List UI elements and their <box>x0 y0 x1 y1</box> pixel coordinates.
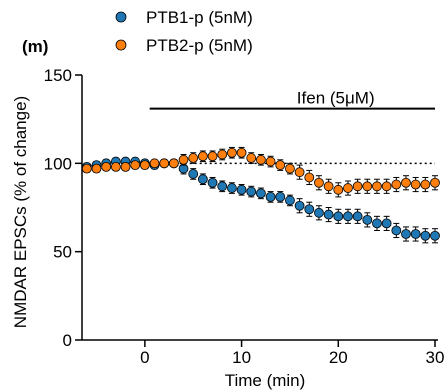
data-point <box>323 209 334 220</box>
data-point <box>285 163 295 174</box>
data-point <box>227 183 237 193</box>
legend-label-ptb1: PTB1-p (5nM) <box>146 8 253 27</box>
data-point <box>420 179 431 190</box>
legend-label-ptb2: PTB2-p (5nM) <box>146 36 253 55</box>
data-point <box>333 211 344 222</box>
y-tick-label-50: 50 <box>53 243 72 262</box>
data-point <box>101 161 112 172</box>
x-tick-label-20: 20 <box>329 348 348 367</box>
data-point <box>275 191 286 202</box>
data-point <box>430 177 440 188</box>
panel-label: (m) <box>22 37 48 56</box>
data-point <box>294 167 305 178</box>
data-point <box>275 160 286 171</box>
data-point <box>410 179 421 190</box>
data-point <box>265 156 276 167</box>
data-point <box>391 225 402 236</box>
data-point <box>352 181 363 192</box>
data-point <box>81 163 92 174</box>
y-tick-label-0: 0 <box>63 331 72 350</box>
y-tick-label-100: 100 <box>44 154 72 173</box>
ticks: 0 50 100 150 0 10 20 30 <box>44 66 445 367</box>
data-point <box>168 158 179 169</box>
data-point <box>362 181 373 192</box>
data-point <box>159 158 170 169</box>
series-layer <box>81 146 440 244</box>
data-point <box>323 181 334 192</box>
data-point <box>188 153 199 163</box>
x-tick-label-0: 0 <box>140 348 149 367</box>
legend-marker-ptb2 <box>115 39 127 51</box>
data-point <box>197 151 208 162</box>
data-point <box>265 191 276 202</box>
data-point <box>110 161 121 172</box>
data-point <box>352 211 363 222</box>
data-point <box>139 160 150 171</box>
data-point <box>120 161 131 172</box>
x-tick-label-10: 10 <box>232 348 251 367</box>
data-point <box>333 184 344 195</box>
data-point <box>178 154 189 165</box>
x-axis-label: Time (min) <box>225 371 306 390</box>
data-point <box>236 184 247 195</box>
legend-marker-ptb1 <box>115 11 127 23</box>
data-point <box>294 200 305 211</box>
x-tick-label-30: 30 <box>426 348 445 367</box>
data-point <box>343 211 353 222</box>
data-point <box>130 160 141 171</box>
data-point <box>362 214 373 225</box>
data-point <box>91 163 102 174</box>
data-point <box>285 195 295 206</box>
data-point <box>372 218 382 229</box>
data-point <box>246 186 257 197</box>
y-tick-label-150: 150 <box>44 66 72 85</box>
data-point <box>401 177 411 188</box>
data-point <box>381 218 392 229</box>
data-point <box>420 230 431 241</box>
data-point <box>372 181 382 192</box>
data-point <box>256 154 266 165</box>
data-point <box>227 147 237 158</box>
data-point <box>217 149 228 160</box>
y-axis-label: NMDAR EPSCs (% of change) <box>11 96 30 328</box>
data-point <box>256 188 266 199</box>
data-point <box>381 181 392 192</box>
data-point <box>207 177 218 188</box>
data-point <box>391 179 402 190</box>
data-point <box>343 183 353 193</box>
data-point <box>197 174 208 185</box>
drug-bar-label: Ifen (5μM) <box>297 89 375 108</box>
data-point <box>217 181 228 192</box>
data-point <box>314 177 324 188</box>
data-point <box>304 172 315 183</box>
data-point <box>410 229 421 239</box>
series-2 <box>81 146 440 198</box>
data-point <box>188 169 199 179</box>
data-point <box>430 230 440 241</box>
data-point <box>246 153 257 163</box>
data-point <box>314 207 324 218</box>
data-point <box>401 229 411 239</box>
data-point <box>304 204 315 215</box>
data-point <box>149 158 160 169</box>
data-point <box>207 151 218 162</box>
legend: PTB1-p (5nM) PTB2-p (5nM) <box>115 8 253 55</box>
data-point <box>236 147 247 158</box>
